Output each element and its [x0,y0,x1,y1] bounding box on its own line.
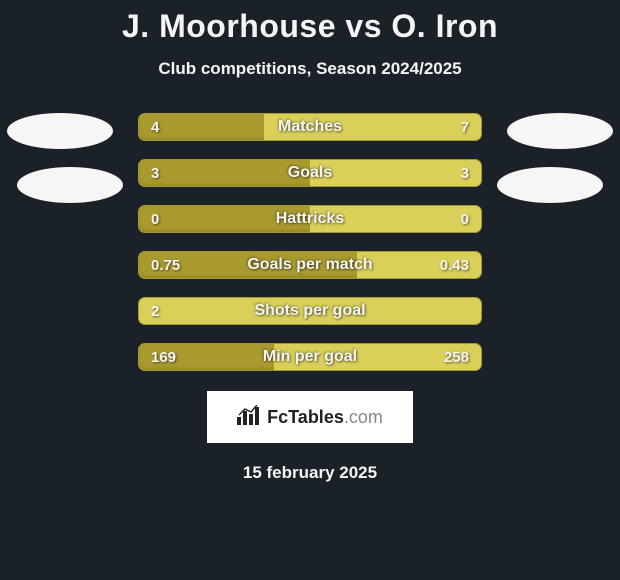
player-right-name: O. Iron [391,8,498,44]
stat-row: 2Shots per goal [138,297,482,325]
stat-label: Goals [139,160,481,186]
avatar-left-primary [7,113,113,149]
stat-row: 169Min per goal258 [138,343,482,371]
stat-row: 0Hattricks0 [138,205,482,233]
brand-name-light: .com [344,407,383,427]
stat-label: Hattricks [139,206,481,232]
avatar-right-secondary [497,167,603,203]
stat-value-right: 3 [449,160,481,186]
brand-chart-icon [237,405,261,429]
stat-value-right [457,298,481,324]
comparison-stage: 4Matches7 3Goals3 0Hattricks0 0.75Goals per… [0,113,620,371]
brand-name: FcTables.com [267,407,383,428]
stat-label: Min per goal [139,344,481,370]
vs-separator: vs [345,8,382,44]
brand-name-strong: FcTables [267,407,344,427]
player-left-name: J. Moorhouse [122,8,336,44]
stat-row: 0.75Goals per match0.43 [138,251,482,279]
branding: FcTables.com [207,391,413,443]
stat-label: Shots per goal [139,298,481,324]
stat-value-right: 0.43 [428,252,481,278]
avatar-right-primary [507,113,613,149]
stat-bars: 4Matches7 3Goals3 0Hattricks0 0.75Goals per… [138,113,482,371]
stat-label: Matches [139,114,481,140]
stat-row: 3Goals3 [138,159,482,187]
stat-value-right: 258 [432,344,481,370]
subtitle: Club competitions, Season 2024/2025 [158,59,461,79]
page-title: J. Moorhouse vs O. Iron [122,8,498,45]
stat-value-right: 7 [449,114,481,140]
avatar-left-secondary [17,167,123,203]
footer-date: 15 february 2025 [243,463,377,483]
comparison-card: J. Moorhouse vs O. Iron Club competition… [0,0,620,483]
stat-value-right: 0 [449,206,481,232]
stat-row: 4Matches7 [138,113,482,141]
